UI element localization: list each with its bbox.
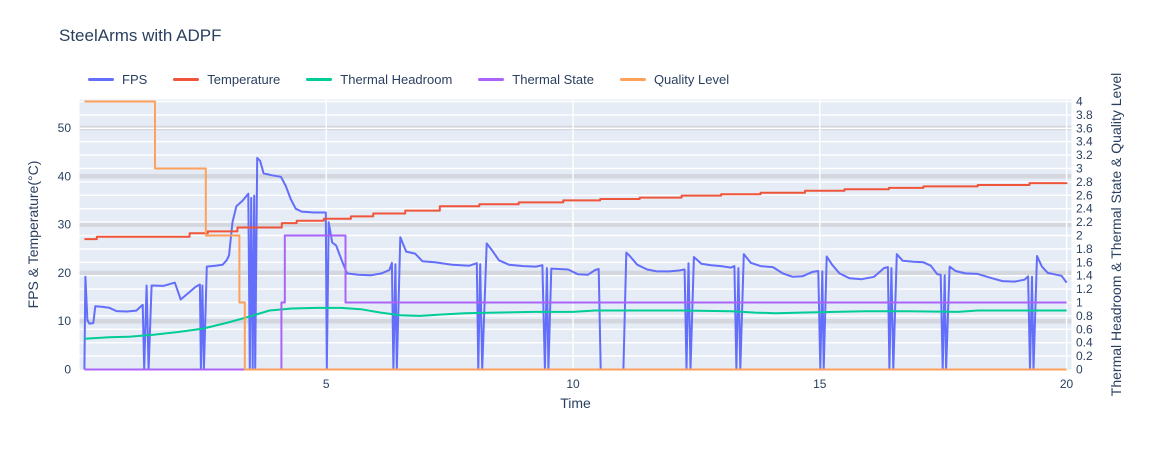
y-right-tick-label: 4	[1076, 95, 1083, 109]
series-fps-line	[83, 156, 1068, 371]
legend-item-fps[interactable]: FPS	[88, 72, 147, 87]
series-quality-level-line	[84, 100, 1067, 371]
y-right-tick-label: 2.6	[1076, 188, 1093, 202]
legend-label: Quality Level	[653, 72, 730, 87]
y-left-axis-title: FPS & Temperature(°C)	[25, 161, 41, 309]
legend: FPS Temperature Thermal Headroom Thermal St…	[88, 72, 729, 87]
legend-swatch-icon	[619, 78, 646, 81]
legend-label: Temperature	[207, 72, 281, 87]
x-tick-label: 15	[813, 377, 827, 391]
y-right-axis-title: Thermal Headroom & Thermal State & Quali…	[1108, 73, 1124, 396]
legend-label: Thermal Headroom	[340, 72, 453, 87]
legend-swatch-icon	[306, 78, 333, 81]
y-right-tick-label: 3.4	[1076, 135, 1093, 149]
y-right-tick-label: 0.8	[1076, 309, 1093, 323]
chart-title: SteelArms with ADPF	[59, 26, 222, 45]
legend-item-thermal-state[interactable]: Thermal State	[478, 72, 594, 87]
y-right-tick-label: 0.4	[1076, 336, 1093, 350]
series-thermal-state-line	[84, 234, 1067, 371]
series-thermal-headroom-line	[84, 306, 1067, 340]
x-tick-label: 5	[323, 377, 330, 391]
y-right-tick-label: 0.6	[1076, 322, 1093, 336]
y-right-tick-label: 2.2	[1076, 215, 1093, 229]
y-right-tick-label: 0	[1076, 363, 1083, 377]
legend-swatch-icon	[173, 78, 200, 81]
y-left-tick-label: 30	[58, 218, 72, 232]
legend-swatch-icon	[88, 78, 114, 81]
y-left-tick-label: 20	[58, 266, 72, 280]
legend-item-thermal-headroom[interactable]: Thermal Headroom	[306, 72, 452, 87]
y-right-tick-label: 2.4	[1076, 202, 1093, 216]
x-tick-label: 10	[566, 377, 580, 391]
y-right-tick-label: 1.4	[1076, 269, 1093, 283]
y-right-tick-label: 3	[1076, 162, 1083, 176]
y-right-tick-label: 2	[1076, 229, 1083, 243]
y-left-tick-label: 50	[58, 121, 72, 135]
legend-label: Thermal State	[512, 72, 594, 87]
y-right-tick-label: 1.2	[1076, 282, 1093, 296]
y-left-tick-label: 10	[58, 314, 72, 328]
y-left-tick-label: 0	[64, 363, 71, 377]
legend-item-quality-level[interactable]: Quality Level	[619, 72, 730, 87]
y-right-tick-label: 1	[1076, 296, 1083, 310]
y-right-tick-label: 3.6	[1076, 121, 1093, 135]
legend-swatch-icon	[478, 78, 505, 81]
legend-item-temperature[interactable]: Temperature	[173, 72, 280, 87]
y-right-tick-label: 1.8	[1076, 242, 1093, 256]
y-right-tick-label: 2.8	[1076, 175, 1093, 189]
series-temperature-line	[84, 182, 1068, 241]
legend-label: FPS	[122, 72, 148, 87]
y-right-tick-label: 1.6	[1076, 255, 1093, 269]
y-right-tick-label: 0.2	[1076, 349, 1093, 363]
y-left-tick-label: 40	[58, 169, 72, 183]
x-axis-title: Time	[560, 395, 591, 411]
y-right-tick-label: 3.8	[1076, 108, 1093, 122]
x-tick-label: 20	[1060, 377, 1074, 391]
y-right-tick-label: 3.2	[1076, 148, 1093, 162]
